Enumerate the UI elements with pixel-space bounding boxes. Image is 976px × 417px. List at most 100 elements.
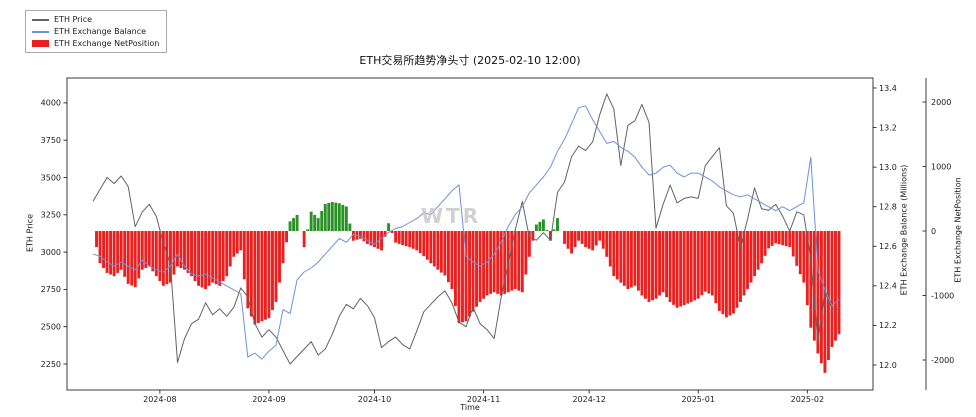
netposition-bar (626, 231, 630, 290)
netposition-bar (295, 214, 299, 232)
netposition-bar (302, 231, 306, 248)
price-tick-label: 3750 (41, 136, 61, 145)
netposition-bar (133, 231, 137, 288)
netposition-bar (211, 231, 215, 283)
netposition-bar (119, 231, 123, 270)
netposition-bar (306, 229, 310, 231)
netposition-bar (176, 231, 179, 267)
netposition-bar (140, 231, 144, 270)
netposition-bar (408, 231, 412, 248)
netposition-bar (640, 231, 644, 296)
netposition-bar (144, 231, 148, 269)
netposition-bar (204, 231, 208, 290)
netposition-bar (805, 231, 809, 306)
netposition-bar (401, 231, 405, 246)
x-tick-label: 2024-08 (143, 395, 176, 404)
netposition-bar (341, 204, 345, 231)
netposition-bar (394, 231, 398, 243)
netposition-bar (587, 231, 591, 249)
netposition-bar (819, 231, 823, 364)
legend-label: ETH Price (54, 15, 93, 24)
netposition-bar (826, 231, 830, 360)
netposition-bar (281, 231, 285, 264)
time-axis-label: Time (460, 403, 480, 412)
netposition-bar (471, 231, 475, 312)
netposition-bar (168, 231, 172, 283)
balance-axis-label: ETH Exchange Balance (Millions) (899, 164, 909, 296)
netposition-bar (418, 231, 422, 254)
netposition-bar (102, 231, 106, 269)
legend-label: ETH Exchange Balance (54, 27, 147, 36)
axes-frame (66, 77, 874, 391)
legend-box: ETH Price ETH Exchange Balance ETH Excha… (25, 10, 168, 53)
netposition-bar (707, 231, 711, 294)
eth-price-line (92, 93, 840, 365)
netposition-bar (461, 231, 464, 323)
netposition-bar (482, 231, 486, 299)
netposition-bar (376, 231, 380, 249)
netposition-bar (485, 231, 489, 296)
price-tick-label: 3500 (41, 173, 61, 182)
netposition-bar (749, 231, 753, 283)
netposition-bar (816, 231, 820, 354)
netposition-bar (422, 231, 426, 257)
netposition-bar (285, 231, 288, 243)
netposition-bar (425, 231, 429, 260)
netposition-bar (566, 231, 570, 249)
netposition-bar (710, 231, 714, 296)
netposition-tick-label: 1000 (931, 162, 951, 171)
netposition-bar (154, 231, 158, 277)
netposition-bar (823, 231, 827, 373)
netposition-bar (327, 202, 331, 231)
netposition-bar (573, 231, 577, 248)
netposition-bar (151, 231, 155, 272)
netposition-bar (619, 231, 623, 283)
netposition-bar (246, 231, 250, 309)
netposition-bar (777, 231, 781, 245)
netposition-bar (770, 231, 774, 246)
netposition-bar (271, 231, 274, 311)
netposition-bar (496, 231, 500, 294)
netposition-bar (475, 231, 479, 307)
netposition-bar (510, 231, 514, 291)
price-tick-label: 2250 (41, 360, 61, 369)
netposition-bar (390, 231, 394, 233)
netposition-bar (693, 231, 697, 301)
x-tick-label: 2024-11 (467, 395, 500, 404)
netposition-bar (232, 231, 236, 257)
netposition-bar (594, 231, 598, 246)
netposition-bar (190, 231, 193, 277)
netposition-bar (644, 231, 647, 299)
netposition-bar (622, 231, 626, 286)
netposition-bar (549, 231, 552, 241)
netposition-bar (753, 231, 756, 277)
netposition-bar (739, 231, 742, 302)
netposition-bar (267, 231, 271, 319)
netposition-bar (784, 231, 788, 247)
netposition-bar (612, 231, 616, 277)
netposition-bar (358, 231, 362, 239)
x-tick-label: 2024-12 (572, 395, 605, 404)
netposition-bar (675, 231, 679, 308)
balance-tick-label: 13.4 (879, 84, 897, 93)
netposition-bar (798, 231, 802, 275)
netposition-bar (112, 231, 116, 277)
netposition-bar (200, 231, 204, 288)
netposition-bar (457, 231, 461, 324)
netposition-bar (665, 231, 669, 298)
chart-title: ETH交易所趋势净头寸 (2025-02-10 12:00) (359, 54, 581, 67)
netposition-bar (109, 231, 113, 275)
netposition-bar (577, 231, 581, 241)
netposition-bar (278, 231, 281, 283)
netposition-bar (570, 231, 574, 254)
netposition-bar (256, 231, 260, 323)
netposition-bar (556, 218, 559, 231)
netposition-bar (717, 231, 721, 311)
netposition-bar (795, 231, 799, 266)
netposition-bar (218, 231, 222, 286)
netposition-bar (513, 231, 517, 290)
netposition-bar (679, 231, 683, 307)
netposition-tick-label: -1000 (931, 291, 954, 300)
